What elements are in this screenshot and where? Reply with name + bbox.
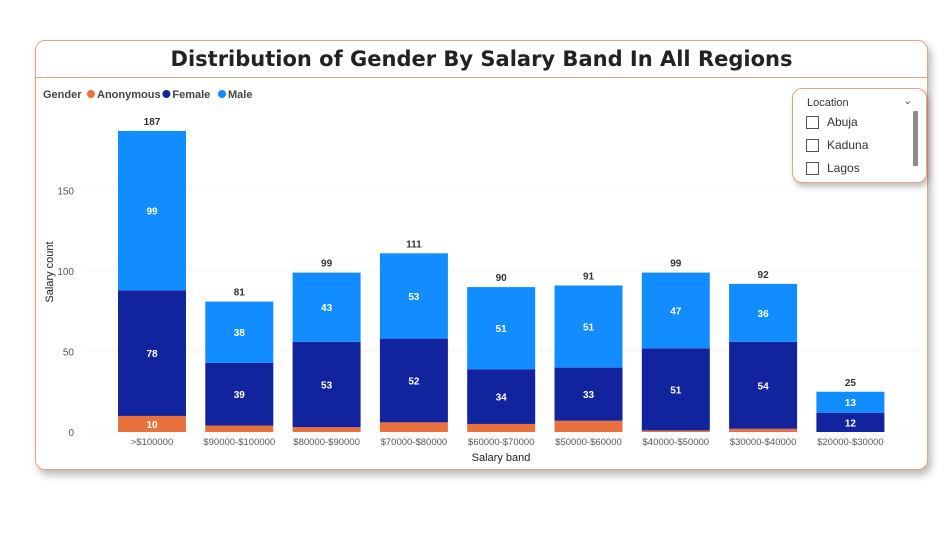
title-bar: Distribution of Gender By Salary Band In… <box>36 41 927 78</box>
bar-segment-male <box>379 253 448 339</box>
x-tick-label: $60000-$70000 <box>468 437 535 448</box>
data-label: 52 <box>408 376 420 387</box>
data-label: 47 <box>670 306 682 317</box>
y-tick-label: 150 <box>57 187 74 198</box>
bar-segment-anonymous <box>118 415 186 432</box>
total-label: 25 <box>845 378 857 389</box>
slicer-item-label: Abuja <box>827 115 858 129</box>
x-tick-label: $30000-$40000 <box>730 437 797 448</box>
data-label: 51 <box>496 324 508 335</box>
bar-segment-female <box>816 412 885 432</box>
total-label: 111 <box>406 239 422 250</box>
legend-swatch-female <box>162 90 171 98</box>
bar-segment-female <box>292 341 361 428</box>
slicer-item-kaduna[interactable]: Kaduna <box>806 136 868 154</box>
data-label: 39 <box>234 390 246 401</box>
x-tick-label: $70000-$80000 <box>381 437 448 448</box>
bar-segment-anonymous <box>554 420 623 432</box>
data-label: 38 <box>234 328 246 339</box>
y-tick-label: 0 <box>68 428 74 439</box>
total-label: 90 <box>496 273 508 284</box>
bar-segment-male <box>205 301 274 363</box>
legend-title: Gender <box>43 89 82 101</box>
bar-segment-male <box>816 391 885 413</box>
data-label: 53 <box>321 381 333 392</box>
total-label: 99 <box>321 259 333 270</box>
data-label: 54 <box>758 381 770 392</box>
total-label: 187 <box>144 117 161 128</box>
slicer-item-label: Kaduna <box>827 138 869 152</box>
checkbox-abuja[interactable] <box>806 115 819 129</box>
chart-legend: Gender Anonymous Female Male <box>43 89 252 101</box>
y-axis: 0 50 100 150 <box>57 187 74 440</box>
legend-label: Anonymous <box>97 89 161 101</box>
bar-segment-anonymous <box>641 430 710 432</box>
bar-segment-anonymous <box>467 423 536 432</box>
slicer-scrollbar[interactable] <box>913 111 918 166</box>
data-label: 12 <box>845 418 857 429</box>
data-label: 13 <box>845 398 857 409</box>
bar-segment-female <box>118 290 186 416</box>
x-axis-title: Salary band <box>472 452 531 464</box>
bar-segment-male <box>292 272 361 342</box>
bar-segment-female <box>379 338 448 423</box>
bar-segment-male <box>467 287 536 370</box>
x-tick-label: >$100000 <box>131 437 174 448</box>
bar-segment-female <box>467 369 536 424</box>
legend-swatch-anonymous <box>87 90 95 98</box>
data-label: 51 <box>670 385 682 396</box>
legend-swatch-male <box>218 90 226 98</box>
location-slicer[interactable]: Location ⌄ Abuja Kaduna Lagos <box>792 88 927 183</box>
total-label: 91 <box>583 271 595 282</box>
data-label: 34 <box>496 393 508 404</box>
y-tick-label: 50 <box>63 348 75 359</box>
total-label: 92 <box>758 270 770 281</box>
data-label: 78 <box>146 349 158 360</box>
x-tick-label: $40000-$50000 <box>643 437 710 448</box>
data-label: 33 <box>583 390 595 401</box>
x-axis: >$100000 $90000-$100000 $80000-$90000 $7000… <box>131 437 884 448</box>
bar-segment-female <box>205 362 274 426</box>
bar-segment-anonymous <box>292 427 361 432</box>
data-label: 51 <box>583 323 595 334</box>
slicer-title: Location <box>807 97 849 109</box>
total-label: 81 <box>234 288 246 299</box>
bar-segment-anonymous <box>729 428 798 432</box>
x-tick-label: $50000-$60000 <box>555 437 622 448</box>
chart-title: Distribution of Gender By Salary Band In… <box>170 47 793 71</box>
total-label: 99 <box>670 259 682 270</box>
bar-segment-male <box>641 272 710 349</box>
bar-segment-male <box>118 130 186 291</box>
data-label: 99 <box>146 207 158 218</box>
bars: 10 78 99 187 39 38 81 53 43 99 52 53 111 34 51 90 33 51 91… <box>118 117 885 432</box>
data-label: 10 <box>146 420 158 431</box>
bar-segment-female <box>554 367 623 421</box>
checkbox-lagos[interactable] <box>806 161 819 175</box>
bar-segment-female <box>641 348 710 431</box>
slicer-item-lagos[interactable]: Lagos <box>806 159 860 177</box>
legend-label: Female <box>172 89 210 101</box>
x-tick-label: $20000-$30000 <box>817 437 884 448</box>
legend-label: Male <box>228 89 252 101</box>
x-tick-label: $90000-$100000 <box>203 437 275 448</box>
bar-segment-male <box>729 283 798 342</box>
y-tick-label: 100 <box>57 267 74 278</box>
bar-segment-anonymous <box>205 425 274 432</box>
bar-segment-male <box>554 285 623 368</box>
slicer-item-abuja[interactable]: Abuja <box>806 113 858 131</box>
x-tick-label: $80000-$90000 <box>293 437 360 448</box>
y-axis-title: Salary count <box>44 241 56 302</box>
bar-segment-female <box>729 341 798 429</box>
bar-segment-anonymous <box>379 422 448 432</box>
data-label: 43 <box>321 303 333 314</box>
data-label: 36 <box>758 309 770 320</box>
data-label: 53 <box>408 292 420 303</box>
checkbox-kaduna[interactable] <box>806 138 819 152</box>
slicer-item-label: Lagos <box>827 161 860 175</box>
chevron-down-icon[interactable]: ⌄ <box>903 95 913 107</box>
